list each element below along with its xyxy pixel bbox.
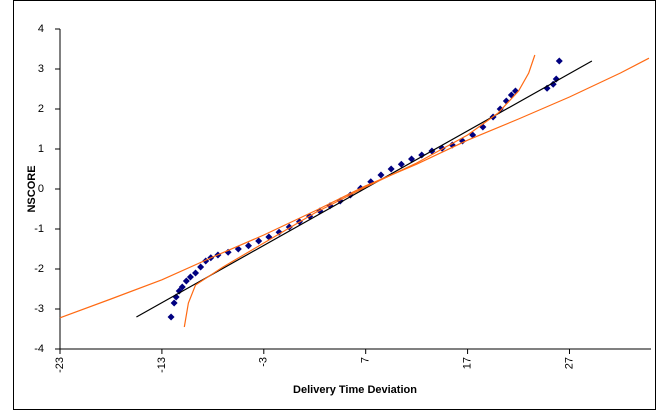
point (167, 313, 175, 321)
y-axis-title: NSCORE (26, 165, 38, 212)
x-tick-label: 17 (461, 357, 473, 369)
point (255, 237, 263, 245)
x-axis-title: Delivery Time Deviation (293, 384, 417, 396)
point (245, 242, 253, 250)
x-tick-label: 27 (563, 357, 575, 369)
y-tick-label: 3 (38, 63, 44, 75)
y-tick-label: -2 (34, 263, 44, 275)
y-tick-label: 2 (38, 103, 44, 115)
line-series (183, 54, 536, 328)
point (275, 228, 283, 236)
point (377, 171, 385, 179)
y-tick-label: 1 (38, 143, 44, 155)
point (496, 105, 504, 113)
point (418, 151, 426, 159)
point (555, 57, 563, 65)
point (224, 248, 232, 256)
y-tick-label: 4 (38, 23, 44, 35)
y-tick-label: -4 (34, 343, 44, 355)
point (175, 287, 183, 295)
point (170, 299, 178, 307)
point (543, 84, 551, 92)
point (182, 277, 190, 285)
point (397, 160, 405, 168)
y-tick-label: 0 (38, 183, 44, 195)
x-tick-label: -3 (258, 357, 270, 367)
point (192, 269, 200, 277)
line-series (59, 57, 650, 319)
point (186, 273, 194, 281)
x-tick-label: -13 (156, 357, 168, 373)
point (197, 263, 205, 271)
point (552, 75, 560, 83)
y-tick-label: -3 (34, 303, 44, 315)
x-tick-label: 7 (360, 357, 372, 363)
x-tick-label: -23 (54, 357, 66, 373)
y-tick-label: -1 (34, 223, 44, 235)
point (178, 283, 186, 291)
point (387, 165, 395, 173)
